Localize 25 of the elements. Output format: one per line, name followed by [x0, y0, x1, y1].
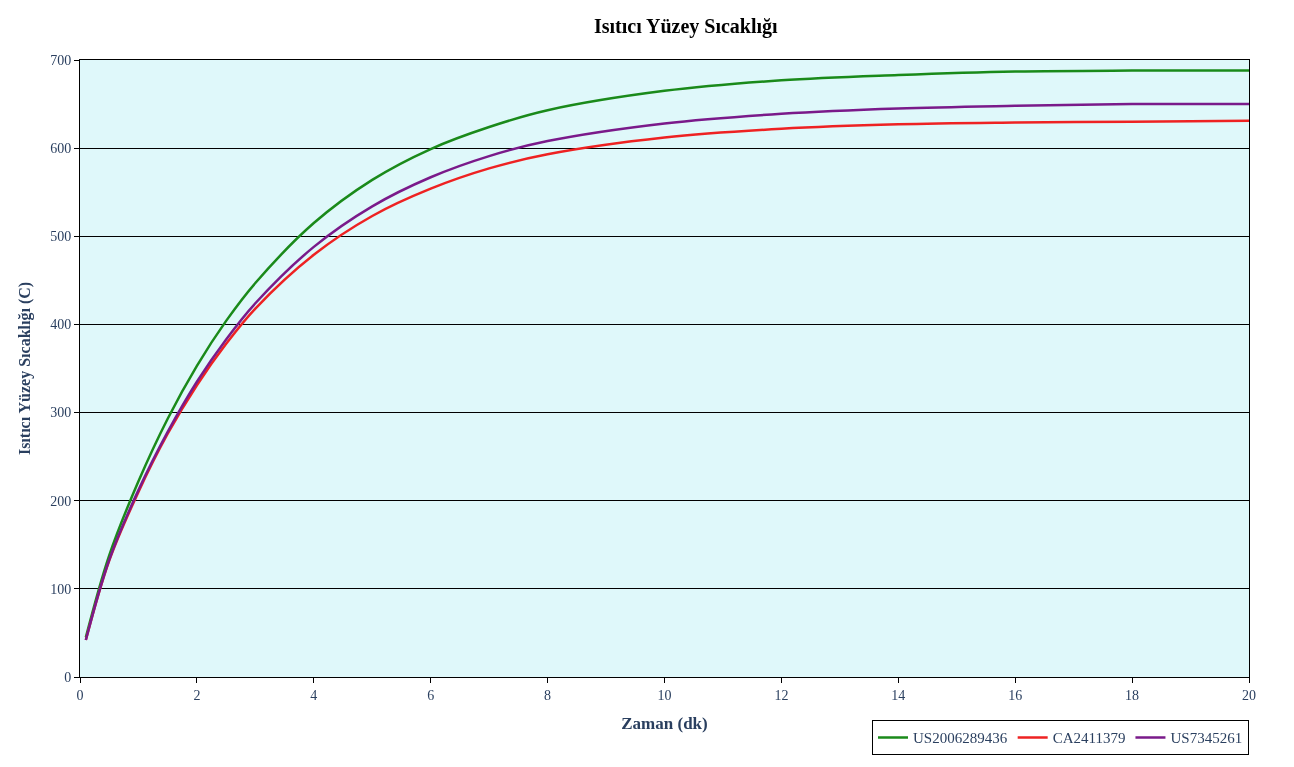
x-tick-label: 2 — [193, 687, 201, 703]
x-tick-label: 4 — [310, 687, 318, 703]
y-tick-label: 0 — [64, 669, 72, 685]
y-tick-label: 100 — [50, 581, 72, 597]
y-tick-label: 200 — [50, 493, 72, 509]
legend-label: US2006289436 — [913, 730, 1008, 747]
y-tick-label: 300 — [50, 405, 72, 421]
chart-title: Isıtıcı Yüzey Sıcaklığı — [593, 15, 779, 39]
y-tick-label: 400 — [50, 317, 72, 333]
x-tick-label: 6 — [427, 687, 435, 703]
y-axis-title: Isıtıcı Yüzey Sıcaklığı (C) — [16, 281, 35, 456]
x-tick-label: 20 — [1242, 687, 1256, 703]
y-tick-label: 600 — [50, 141, 72, 157]
x-tick-label: 18 — [1125, 687, 1140, 703]
y-tick-label: 500 — [50, 229, 72, 245]
x-tick-label: 0 — [76, 687, 84, 703]
x-tick-label: 14 — [891, 687, 906, 703]
x-tick-label: 16 — [1008, 687, 1023, 703]
y-tick-label: 700 — [50, 52, 72, 68]
x-axis-title: Zaman (dk) — [621, 714, 708, 734]
legend-label: US7345261 — [1170, 730, 1243, 747]
x-tick-label: 10 — [657, 687, 672, 703]
legend-label: CA2411379 — [1052, 730, 1126, 747]
x-tick-label: 12 — [774, 687, 789, 703]
x-tick-label: 8 — [544, 687, 552, 703]
